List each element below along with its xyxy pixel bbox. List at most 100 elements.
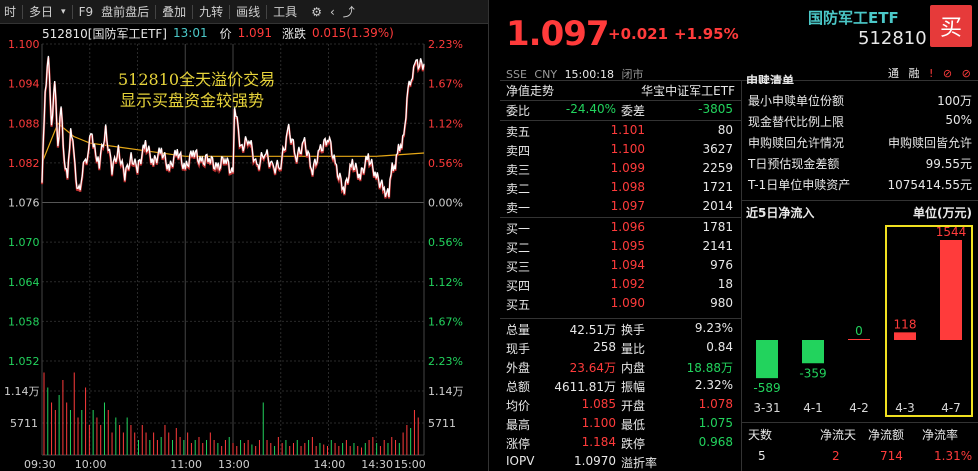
buy-level-price[interactable]: 1.090 (610, 296, 645, 310)
draw-line-button[interactable]: 画线 (236, 5, 261, 19)
inflow-table-value: 714 (880, 449, 903, 463)
sell-level-price[interactable]: 1.097 (610, 199, 645, 213)
sell-level-label: 卖二 (506, 182, 531, 196)
inflow-table-header: 天数 (748, 428, 773, 442)
quote-time: 15:00:18 (564, 68, 614, 81)
divider (266, 4, 268, 19)
subscription-label: 现金替代比例上限 (748, 115, 845, 129)
price-tick-label: 1.070 (8, 236, 40, 249)
average-price-line (41, 122, 425, 164)
sell-level-volume: 80 (717, 123, 733, 137)
premarket-button[interactable]: 盘前盘后 (101, 5, 150, 19)
sell-level-price[interactable]: 1.100 (610, 142, 645, 156)
cursor-time: 13:01 (173, 26, 208, 40)
gear-icon[interactable]: ⚙ (311, 4, 322, 19)
stat-value: 4611.81万 (554, 380, 616, 394)
restrict-icon-2[interactable]: ⊘ (961, 67, 971, 80)
panel-divider (488, 0, 489, 471)
inflow-date-label: 4-7 (941, 401, 961, 415)
chart-annotation: 显示买盘资金较强势 (120, 91, 264, 110)
subscription-value: 1075414.55元 (887, 178, 972, 192)
inflow-bar (940, 240, 962, 340)
tools-button[interactable]: 工具 (273, 5, 298, 19)
sell-level-volume: 3627 (702, 142, 733, 156)
percent-tick-label: 0.56% (428, 236, 463, 249)
margin-icon[interactable]: 融 (908, 67, 920, 80)
chevron-down-icon[interactable]: ▾ (61, 6, 66, 17)
buy-level-price[interactable]: 1.095 (610, 239, 645, 253)
price-tick-label: 1.082 (8, 157, 40, 170)
stat-label: 均价 (506, 399, 531, 413)
chart-annotation: 512810全天溢价交易 (118, 70, 275, 89)
inflow-table-header: 净流天 (820, 428, 857, 442)
intraday-chart[interactable]: 1.100 1.094 1.088 1.082 1.076 1.070 1.064 1.058… (0, 0, 489, 471)
stat-label: 现手 (506, 342, 531, 356)
time-tick-label: 14:30 (361, 458, 393, 471)
alert-icon[interactable]: ! (929, 67, 934, 80)
stat-label: 总额 (506, 380, 531, 394)
inflow-date-label: 3-31 (753, 401, 780, 415)
f9-button[interactable]: F9 (78, 4, 94, 19)
subscription-label: 最小申赎单位份额 (748, 94, 845, 108)
buy-level-label: 买一 (506, 222, 531, 236)
divider (155, 4, 157, 19)
sell-level-price[interactable]: 1.098 (610, 180, 645, 194)
divider (22, 4, 24, 19)
buy-level-price[interactable]: 1.094 (610, 258, 645, 272)
percent-tick-label: 2.23% (428, 355, 463, 368)
volume-tick-label: 1.14万 (428, 385, 464, 398)
buy-button[interactable]: 买 (930, 5, 972, 47)
share-icon[interactable]: ⤴ (342, 5, 355, 19)
weicha-label: 委差 (621, 104, 646, 118)
buy-level-price[interactable]: 1.096 (610, 220, 645, 234)
nine-turn-button[interactable]: 九转 (199, 5, 224, 19)
sell-level-label: 卖五 (506, 125, 531, 139)
divider (500, 318, 741, 319)
connect-icon[interactable]: 通 (888, 67, 899, 80)
inflow-bar-label: 118 (894, 317, 917, 331)
price-tick-label: 1.064 (8, 276, 40, 289)
highlight-box (885, 225, 973, 417)
buy-level-label: 买五 (506, 298, 531, 312)
price-tick-label: 1.088 (8, 117, 40, 130)
inflow-bar-label: 1544 (936, 225, 967, 239)
inflow-table-value: 2 (832, 449, 840, 463)
stat-value: 9.23% (694, 321, 733, 335)
buy-level-price[interactable]: 1.092 (610, 277, 645, 291)
nav-trend-tab[interactable]: 净值走势 (506, 84, 555, 98)
subscription-value: 100万 (937, 94, 972, 108)
inflow-date-label: 4-3 (895, 401, 915, 415)
subscription-label: T-1日单位申赎资产 (748, 178, 851, 192)
price-tick-label: 1.100 (8, 38, 40, 51)
time-tick-label: 13:00 (218, 458, 250, 471)
volume-tick-label: 1.14万 (4, 385, 40, 398)
time-tick-label: 10:00 (75, 458, 107, 471)
stat-label: 跌停 (621, 437, 646, 451)
restrict-icon[interactable]: ⊘ (942, 67, 953, 80)
stat-label: 溢折率 (621, 456, 658, 470)
chevron-left-icon[interactable]: ‹ (329, 4, 335, 19)
sell-level-price[interactable]: 1.099 (610, 161, 645, 175)
inflow-table-value: 1.31% (934, 449, 973, 463)
tab-multiday[interactable]: 多日 (29, 5, 54, 19)
sell-level-price[interactable]: 1.101 (610, 123, 645, 137)
subscription-header: 申赎清单 (746, 74, 795, 84)
stat-value: 1.075 (698, 416, 733, 430)
percent-tick-label: 1.12% (428, 276, 463, 289)
overlay-button[interactable]: 叠加 (162, 5, 187, 19)
divider (500, 217, 741, 218)
stat-value: 0.968 (698, 435, 733, 449)
divider (71, 4, 73, 19)
inflow-date-label: 4-1 (803, 401, 823, 415)
tab-intraday[interactable]: 时 (4, 5, 17, 19)
sell-level-label: 卖三 (506, 163, 531, 177)
buy-level-volume: 18 (717, 277, 733, 291)
stat-label: 总量 (506, 323, 531, 337)
divider (742, 200, 978, 201)
volume-tick-label: 5711 (428, 417, 456, 430)
stat-value: 1.085 (581, 397, 616, 411)
stat-label: 量比 (621, 342, 646, 356)
stat-value: 23.64万 (569, 361, 616, 375)
time-tick-label: 09:30 (24, 458, 56, 471)
stock-code-name: 512810[国防军工ETF] (42, 26, 167, 41)
